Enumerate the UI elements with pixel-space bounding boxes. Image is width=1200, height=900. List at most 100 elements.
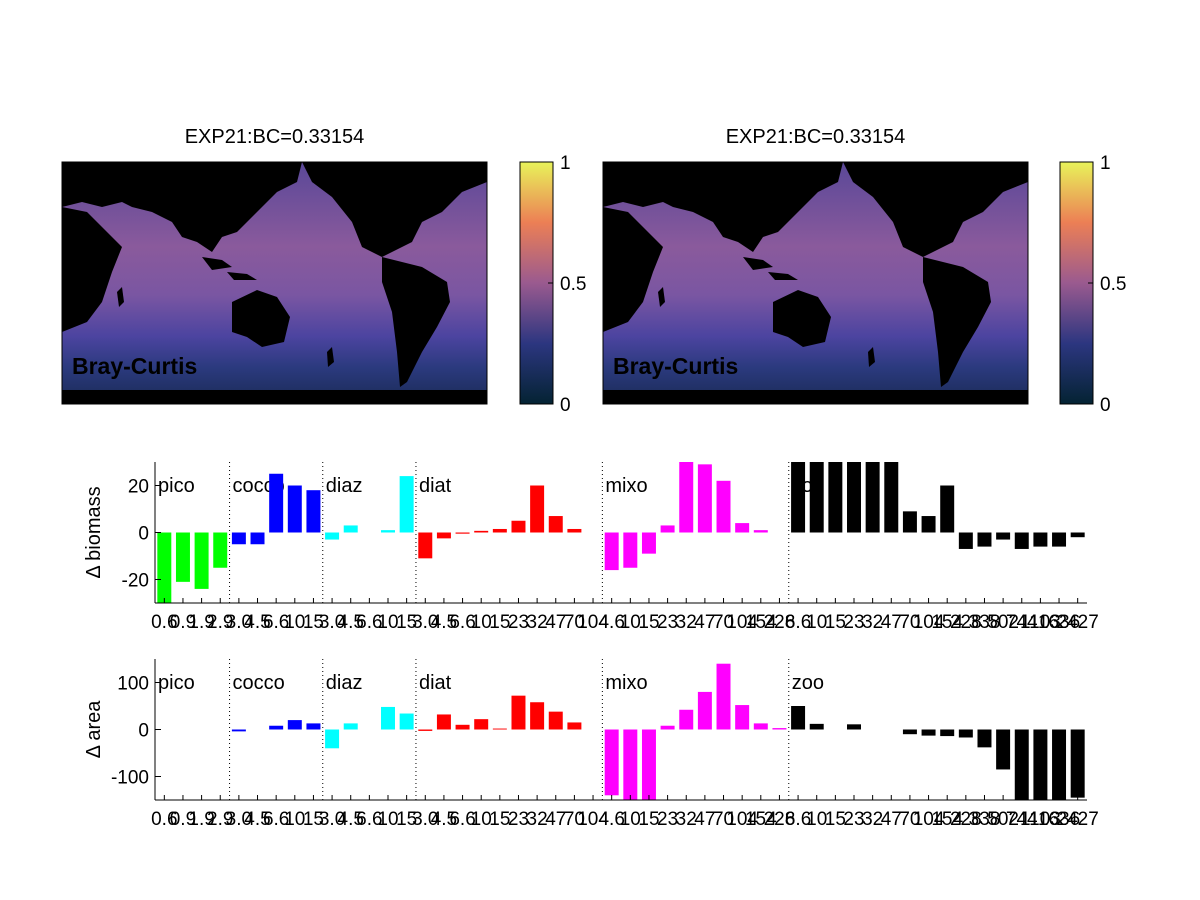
x-tick-label: 502 [987, 809, 1019, 830]
x-tick-label: 23 [843, 612, 864, 633]
bar [530, 702, 545, 730]
x-tick-label: 4.5 [338, 809, 364, 830]
group-label: cocco [233, 672, 285, 694]
x-tick-label: 32 [862, 612, 883, 633]
x-tick-label: 1636 [1038, 612, 1080, 633]
bar [436, 714, 451, 730]
x-tick-label: 4.5 [431, 612, 457, 633]
x-tick-label: 23 [657, 612, 678, 633]
bar [213, 532, 228, 568]
group-label: diat [419, 672, 452, 694]
bar [809, 462, 824, 533]
x-tick-label: 104 [913, 809, 945, 830]
x-tick-label: 23 [657, 809, 678, 830]
x-tick-label: 3.0 [319, 612, 345, 633]
bar [753, 723, 768, 730]
bar [977, 532, 992, 547]
x-tick-label: 3.0 [226, 612, 252, 633]
group-label: pico [158, 475, 195, 497]
bar [567, 722, 582, 730]
x-tick-label: 1.9 [188, 612, 214, 633]
group-label: diaz [326, 672, 363, 694]
bar [940, 485, 955, 533]
bar [175, 532, 190, 582]
bar [716, 663, 731, 730]
x-tick-label: 338 [969, 612, 1001, 633]
bar [716, 480, 731, 533]
bar [269, 725, 284, 730]
y-axis-label: Δ biomass [83, 486, 105, 578]
bar [641, 729, 656, 800]
x-tick-label: 4.6 [598, 612, 624, 633]
bar [1070, 532, 1085, 538]
x-tick-label: 2427 [1057, 612, 1099, 633]
x-tick-label: 1103 [1020, 612, 1061, 633]
x-tick-label: 1.9 [188, 809, 214, 830]
bar [492, 528, 507, 533]
x-tick-label: 0.9 [170, 612, 196, 633]
x-tick-label: 70 [564, 809, 585, 830]
x-tick-label: 23 [508, 809, 529, 830]
x-tick-label: 0.9 [170, 809, 196, 830]
x-tick-label: 15 [825, 809, 846, 830]
bar [697, 464, 712, 533]
bar [567, 528, 582, 533]
x-tick-label: 70 [564, 612, 585, 633]
bar [697, 691, 712, 730]
bar [623, 729, 638, 800]
map-label: Bray-Curtis [72, 353, 197, 379]
bar [548, 711, 563, 730]
group-label: pico [158, 672, 195, 694]
bar [847, 462, 861, 533]
bar [996, 532, 1011, 540]
x-tick-label: 104 [577, 809, 609, 830]
bar [847, 724, 861, 730]
bar [604, 532, 619, 571]
bar [1052, 532, 1067, 547]
bar [325, 532, 340, 540]
x-tick-label: 2427 [1057, 809, 1099, 830]
x-tick-label: 228 [764, 809, 796, 830]
y-tick-label: -20 [122, 571, 149, 592]
bar [381, 706, 395, 730]
bar [735, 523, 750, 533]
bar [940, 729, 955, 737]
x-tick-label: 2.9 [207, 612, 233, 633]
x-tick-label: 6.6 [356, 612, 382, 633]
x-tick-label: 6.6 [449, 612, 475, 633]
bar [436, 532, 451, 539]
bar [958, 729, 973, 738]
x-tick-label: 1103 [1020, 809, 1061, 830]
bar [1033, 532, 1048, 547]
x-tick-label: 15 [396, 612, 417, 633]
bar [641, 532, 656, 554]
x-tick-label: 10 [377, 612, 398, 633]
x-tick-label: 15 [638, 612, 659, 633]
x-tick-label: 23 [508, 612, 529, 633]
bar [1014, 532, 1029, 549]
bar [474, 719, 489, 730]
bar [828, 462, 843, 533]
x-tick-label: 15 [303, 809, 324, 830]
x-tick-label: 3.0 [319, 809, 345, 830]
x-tick-label: 10 [806, 612, 827, 633]
bar [791, 706, 806, 730]
bar [809, 723, 824, 730]
bar [306, 490, 321, 533]
x-tick-label: 10 [620, 612, 641, 633]
bar [269, 473, 284, 533]
x-tick-label: 3.0 [226, 809, 252, 830]
x-tick-label: 70 [713, 612, 734, 633]
bar [511, 695, 526, 730]
bar [884, 462, 899, 533]
x-tick-label: 47 [545, 612, 566, 633]
bar [1052, 729, 1067, 800]
x-tick-label: 10 [620, 809, 641, 830]
x-tick-label: 0.6 [151, 809, 177, 830]
x-tick-label: 4.5 [431, 809, 457, 830]
group-label: zoo [792, 672, 824, 694]
x-tick-label: 32 [527, 809, 548, 830]
colorbar-tick-label: 0 [1100, 395, 1111, 416]
bar [231, 532, 246, 545]
bar [287, 720, 302, 730]
